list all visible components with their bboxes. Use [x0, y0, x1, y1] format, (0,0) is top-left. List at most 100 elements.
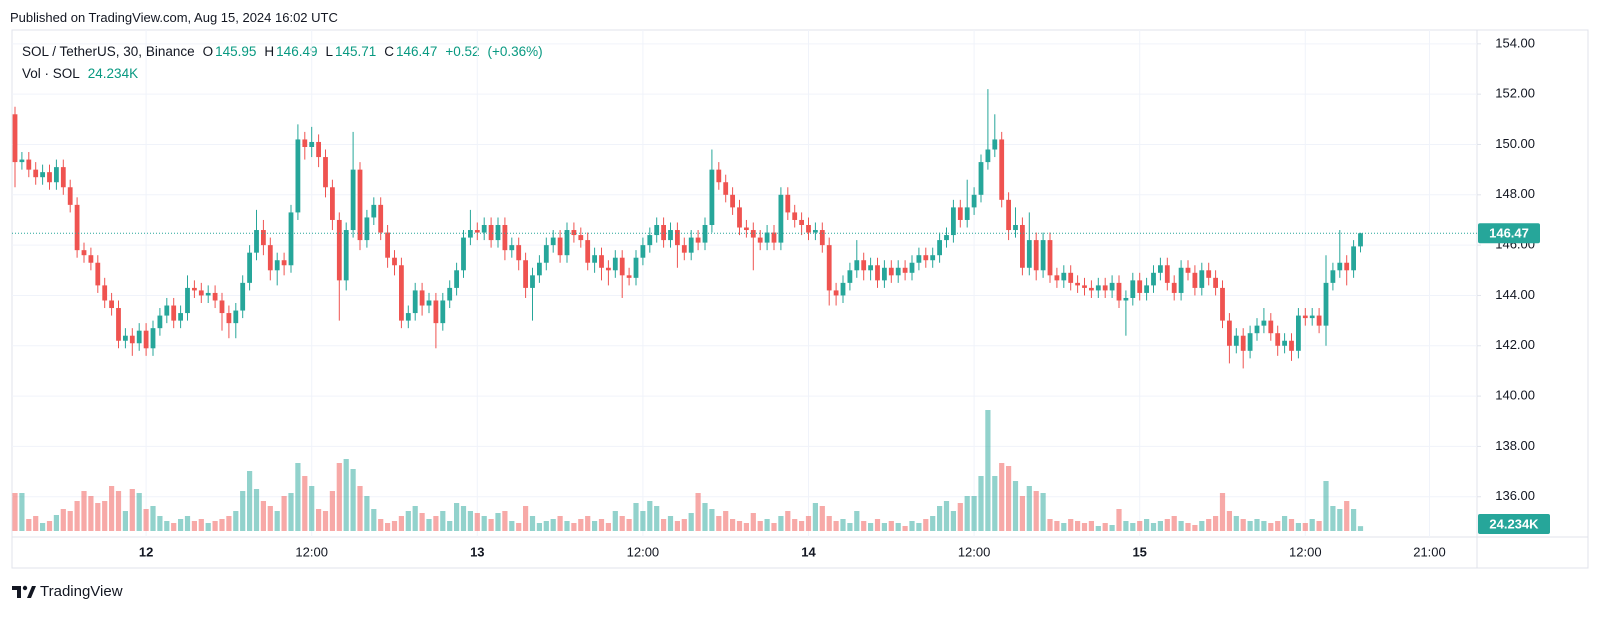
volume-bar	[847, 523, 853, 531]
candle-body	[1275, 333, 1281, 346]
volume-bar	[1144, 519, 1150, 531]
candle-body	[1158, 265, 1163, 273]
candle-body	[1013, 225, 1018, 231]
candle-body	[1020, 225, 1025, 268]
x-tick-label: 12	[139, 544, 153, 559]
ohlc-value: 146.47	[396, 44, 438, 59]
candle-body	[778, 194, 784, 243]
candle-body	[1054, 275, 1060, 281]
candle-body	[495, 225, 501, 241]
volume-bar	[999, 463, 1005, 531]
volume-bar	[1192, 525, 1198, 531]
legend-price: SOL / TetherUS, 30, Binance O 145.95 H 146.4…	[22, 44, 545, 59]
candle-body	[1351, 246, 1356, 271]
candle-body	[1323, 282, 1329, 326]
candle-body	[1233, 335, 1239, 346]
candle-body	[33, 169, 39, 178]
candle-body	[957, 207, 963, 220]
volume-bar	[281, 496, 287, 531]
volume-bar	[826, 516, 832, 531]
candle-body	[371, 204, 377, 218]
candle-body	[750, 230, 756, 238]
volume-bar	[874, 519, 881, 531]
legend-volume: Vol · SOL 24.234K	[22, 66, 140, 81]
volume-bar	[419, 513, 425, 531]
candle-body	[557, 237, 563, 256]
volume-bar	[950, 511, 956, 531]
volume-bar	[336, 463, 342, 531]
candle-body	[509, 245, 515, 251]
volume-bar	[1357, 526, 1364, 531]
volume-bar	[426, 519, 432, 531]
volume-bar	[184, 516, 191, 531]
candle-body	[40, 172, 45, 178]
volume-bar	[633, 503, 639, 531]
candle-body	[612, 257, 618, 271]
volume-bar	[730, 519, 736, 531]
candle-body	[47, 172, 52, 183]
volume-bar	[81, 491, 87, 531]
candle-body	[702, 225, 708, 243]
candle-body	[1144, 285, 1149, 293]
volume-bar	[267, 506, 273, 531]
candle-body	[1109, 282, 1115, 291]
candle-body	[516, 245, 522, 261]
y-tick-label: 144.00	[1495, 287, 1535, 302]
candle-body	[1309, 315, 1315, 319]
volume-bar	[219, 519, 225, 531]
volume-bar	[605, 523, 611, 531]
volume-value-box	[1478, 514, 1550, 534]
candle-body	[261, 230, 266, 246]
volume-bar	[440, 511, 446, 531]
volume-bar	[302, 476, 308, 531]
volume-bar	[1116, 509, 1122, 531]
volume-bar	[578, 519, 584, 531]
volume-bar	[1199, 521, 1205, 531]
candle-body	[971, 194, 977, 208]
candle-body	[67, 187, 73, 205]
candle-body	[537, 262, 542, 276]
volume-bar	[198, 519, 204, 531]
candle-body	[688, 237, 694, 253]
volume-bar	[509, 521, 515, 531]
volume-bar	[1316, 521, 1322, 531]
volume-bar	[226, 516, 232, 531]
volume-bar	[1171, 516, 1177, 531]
volume-bar	[743, 523, 749, 531]
candle-body	[744, 227, 749, 231]
candle-body	[799, 219, 804, 225]
volume-bar	[771, 523, 777, 531]
candle-body	[1130, 280, 1136, 298]
volume-bar	[1026, 486, 1032, 531]
volume-bar	[233, 511, 239, 531]
volume-bar	[1226, 511, 1232, 531]
candle-body	[964, 207, 970, 220]
x-tick-label: 13	[470, 544, 484, 559]
candle-body	[1089, 287, 1094, 291]
candle-body	[1151, 272, 1156, 286]
candle-body	[150, 328, 156, 349]
ohlc-key: C	[384, 44, 395, 59]
candle-body	[323, 157, 328, 188]
volume-bar	[95, 503, 101, 531]
volume-bar	[364, 496, 370, 531]
candle-body	[564, 230, 570, 256]
volume-bar	[564, 521, 570, 531]
volume-bar	[136, 493, 142, 531]
volume-bar	[1157, 521, 1163, 531]
candle-body	[882, 267, 887, 281]
candle-body	[405, 313, 411, 321]
candle-body	[136, 330, 142, 344]
volume-bar	[1081, 523, 1088, 531]
candle-body	[1358, 233, 1363, 247]
volume-bar	[495, 513, 501, 531]
candle-body	[274, 260, 280, 271]
candles	[12, 89, 1363, 369]
candle-body	[336, 219, 342, 281]
candle-body	[633, 257, 639, 278]
volume-bar	[247, 471, 253, 531]
y-tick-label: 142.00	[1495, 337, 1535, 352]
candle-body	[178, 313, 183, 321]
candle-body	[60, 167, 66, 188]
volume-bar	[102, 501, 108, 531]
